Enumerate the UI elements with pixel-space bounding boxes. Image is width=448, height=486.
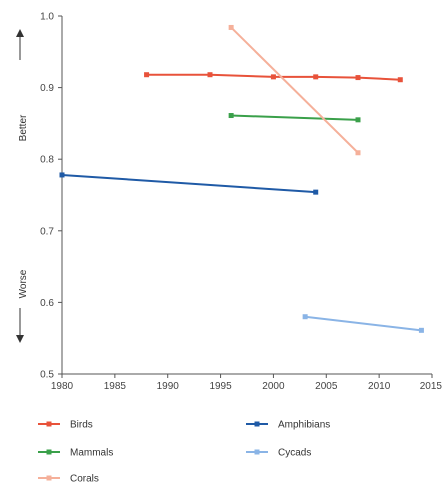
data-point (207, 72, 213, 78)
legend-swatch-marker (46, 449, 52, 455)
data-point (270, 74, 276, 80)
series-amphibians (59, 172, 319, 195)
data-point (355, 75, 361, 81)
x-ticks: 1980 1985 1990 1995 2000 2005 2010 2015 (51, 374, 443, 392)
data-point (313, 74, 319, 80)
data-point (355, 117, 361, 123)
legend-swatch-marker (46, 475, 52, 481)
y-tick-label: 1.0 (40, 12, 54, 23)
data-point (418, 327, 424, 333)
legend-label: Amphibians (278, 420, 330, 431)
series-cycads (302, 314, 424, 333)
y-tick-label: 0.6 (40, 298, 54, 309)
legend-item-corals: Corals (38, 474, 99, 485)
legend-label: Corals (70, 474, 99, 485)
legend-label: Birds (70, 420, 93, 431)
down-arrow-icon (16, 335, 24, 343)
legend-swatch-marker (254, 449, 260, 455)
data-point (228, 24, 234, 30)
legend-label: Cycads (278, 448, 311, 459)
legend-item-cycads: Cycads (246, 448, 311, 459)
data-point (397, 77, 403, 83)
y-tick-label: 0.9 (40, 83, 54, 94)
data-point (228, 113, 234, 119)
y-tick-label: 0.5 (40, 370, 54, 381)
y-ticks: 0.5 0.6 0.7 0.8 0.9 1.0 (40, 12, 62, 381)
data-point (302, 314, 308, 320)
legend-item-birds: Birds (38, 420, 93, 431)
x-tick-label: 1985 (104, 381, 127, 392)
series-line (230, 26, 359, 154)
x-tick-label: 1995 (209, 381, 232, 392)
series-birds (144, 72, 403, 83)
y-tick-label: 0.8 (40, 155, 54, 166)
legend-item-mammals: Mammals (38, 448, 113, 459)
data-point (59, 172, 65, 178)
x-tick-label: 2015 (420, 381, 443, 392)
x-tick-label: 2000 (262, 381, 285, 392)
axes (61, 16, 432, 375)
series-mammals (228, 113, 361, 123)
legend: Birds Mammals Corals Amphibians Cycads (38, 420, 330, 485)
x-tick-label: 2005 (315, 381, 338, 392)
series-layer (59, 24, 424, 333)
y-tick-label: 0.7 (40, 226, 54, 237)
up-arrow-icon (16, 29, 24, 37)
legend-item-amphibians: Amphibians (246, 420, 330, 431)
series-line (231, 114, 359, 121)
x-tick-label: 2010 (368, 381, 391, 392)
y-top-label: Better (18, 114, 29, 141)
y-top-annotation: Better (16, 29, 29, 141)
legend-label: Mammals (70, 448, 113, 459)
data-point (313, 189, 319, 195)
series-line (146, 73, 401, 81)
data-point (144, 72, 150, 78)
data-point (355, 150, 361, 156)
series-line (305, 315, 422, 332)
x-tick-label: 1990 (157, 381, 180, 392)
legend-swatch-marker (46, 421, 52, 427)
legend-swatch-marker (254, 421, 260, 427)
series-corals (228, 24, 361, 156)
y-bottom-label: Worse (18, 269, 29, 298)
series-line (61, 173, 316, 194)
x-tick-label: 1980 (51, 381, 74, 392)
y-bottom-annotation: Worse (16, 269, 29, 343)
